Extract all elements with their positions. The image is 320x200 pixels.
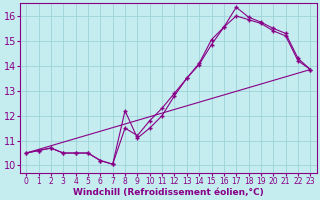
X-axis label: Windchill (Refroidissement éolien,°C): Windchill (Refroidissement éolien,°C) [73, 188, 264, 197]
